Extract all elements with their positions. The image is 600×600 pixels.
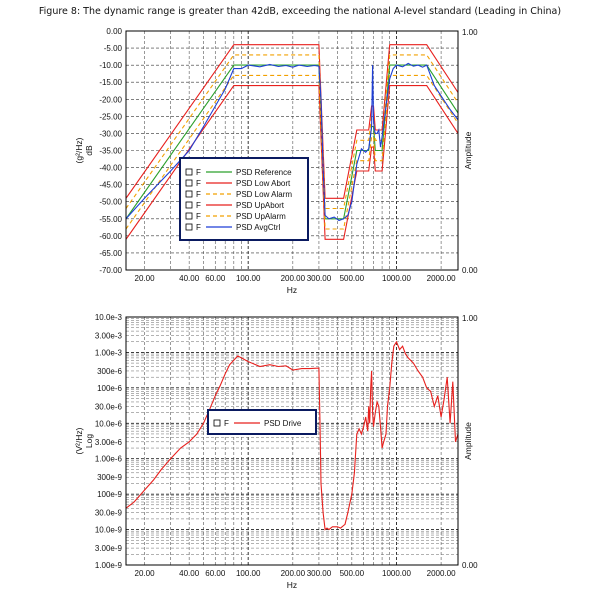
x-tick-label: 20.00 [135,274,156,283]
figure-caption: Figure 8: The dynamic range is greater t… [38,6,562,17]
series-line-psd-drive [126,340,458,531]
legend-checkbox [185,190,193,198]
x-tick-label: 200.00 [281,569,306,578]
plot-area [126,317,458,565]
x-tick-label: 60.00 [205,274,226,283]
y-tick-label: 10.0e-6 [95,419,123,428]
y2-axis-label: Amplitude [463,422,473,460]
y-tick-label: -45.00 [99,181,122,190]
y-tick-label: 30.0e-9 [95,509,123,518]
psd-control-chart: 20.00 40.00 60.00 100.00 200.00 300.00 500.00 1… [74,27,478,295]
x-tick-label: 2000.00 [427,569,456,578]
legend-box [207,409,317,435]
legend: F PSD Reference F PSD Low Abort F PSD Low Ala… [179,157,309,241]
y2-tick-label: 1.00 [462,28,478,37]
y-tick-label: -50.00 [99,198,122,207]
legend-entry: PSD Reference [236,168,292,177]
x-tick-label: 100.00 [236,274,261,283]
legend-checkbox [185,212,193,220]
legend-entry: PSD AvgCtrl [236,223,281,232]
x-tick-label: 300.00 [307,569,332,578]
y-tick-label: 1.00e-9 [95,561,123,570]
y-tick-label: 30.0e-6 [95,402,123,411]
y-tick-label: -40.00 [99,164,122,173]
plot-frame [125,316,459,566]
series-line-psd-avgctrl [126,62,458,222]
plot-frame [125,30,459,271]
legend-entry: PSD Low Abort [236,179,291,188]
y-tick-label: -35.00 [99,147,122,156]
x-tick-label: 1000.00 [382,274,411,283]
y-tick-label: 10.0e-9 [95,526,123,535]
y-tick-label: 3.00e-9 [95,544,123,553]
y-tick-label: 300e-6 [97,367,122,376]
legend-checkbox-label: F [196,201,201,210]
legend-box [179,157,309,241]
y-axis-label: (g²/Hz) [74,137,84,163]
series-line-psd-upalarm [126,54,458,210]
x-tick-label: 40.00 [179,274,200,283]
x-tick-label: 1000.00 [382,569,411,578]
legend-checkbox-label: F [196,223,201,232]
y-tick-label: -60.00 [99,232,122,241]
legend-entry: PSD UpAbort [236,201,285,210]
y2-tick-label: 1.00 [462,314,478,323]
y-axis-label: (V²/Hz) [74,427,84,454]
x-tick-label: 200.00 [281,274,306,283]
x-tick-label: 40.00 [179,569,200,578]
legend-checkbox-label: F [196,179,201,188]
legend-checkbox [213,419,221,427]
x-tick-label: 60.00 [205,569,226,578]
x-tick-label: 20.00 [135,569,156,578]
y-tick-label: -30.00 [99,129,122,138]
x-axis-label: Hz [287,580,297,590]
y2-axis-label: Amplitude [463,131,473,169]
y-tick-label: 100e-6 [97,384,122,393]
legend-checkbox-label: F [196,168,201,177]
y-tick-label: -65.00 [99,249,122,258]
y-axis-unit: Log [84,434,94,448]
x-tick-label: 500.00 [340,569,365,578]
y-tick-label: 3.00e-6 [95,438,123,447]
y-tick-label: -10.00 [99,61,122,70]
x-axis-label: Hz [287,285,297,295]
y-tick-label: -55.00 [99,215,122,224]
legend: F PSD Drive [207,409,317,435]
y-tick-label: -25.00 [99,112,122,121]
y-tick-label: 1.00e-6 [95,455,123,464]
legend-checkbox [185,223,193,231]
legend-checkbox [185,179,193,187]
x-tick-label: 500.00 [340,274,365,283]
y-tick-label: 10.0e-3 [95,313,123,322]
y-tick-label: 1.00e-3 [95,348,123,357]
x-tick-label: 300.00 [307,274,332,283]
legend-checkbox-label: F [196,190,201,199]
y-tick-label: -20.00 [99,95,122,104]
y-tick-label: 3.00e-3 [95,332,123,341]
x-tick-label: 2000.00 [427,274,456,283]
legend-checkbox-label: F [224,419,229,428]
y-tick-label: 300e-9 [97,473,122,482]
y-tick-label: -15.00 [99,78,122,87]
legend-entry: PSD Low Alarm [236,190,292,199]
legend-entry: PSD UpAlarm [236,212,286,221]
legend-checkbox [185,201,193,209]
y-tick-label: -5.00 [104,44,123,53]
x-tick-label: 100.00 [236,569,261,578]
psd-drive-chart: 20.00 40.00 60.00 100.00 200.00 300.00 500.00 1… [74,313,478,590]
y-tick-label: -70.00 [99,266,122,275]
y2-tick-label: 0.00 [462,561,478,570]
legend-entry: PSD Drive [264,419,302,428]
legend-checkbox [185,168,193,176]
y-tick-label: 0.00 [106,27,122,36]
y-axis-unit: dB [84,145,94,156]
y-tick-label: 100e-9 [97,490,122,499]
y2-tick-label: 0.00 [462,266,478,275]
legend-checkbox-label: F [196,212,201,221]
